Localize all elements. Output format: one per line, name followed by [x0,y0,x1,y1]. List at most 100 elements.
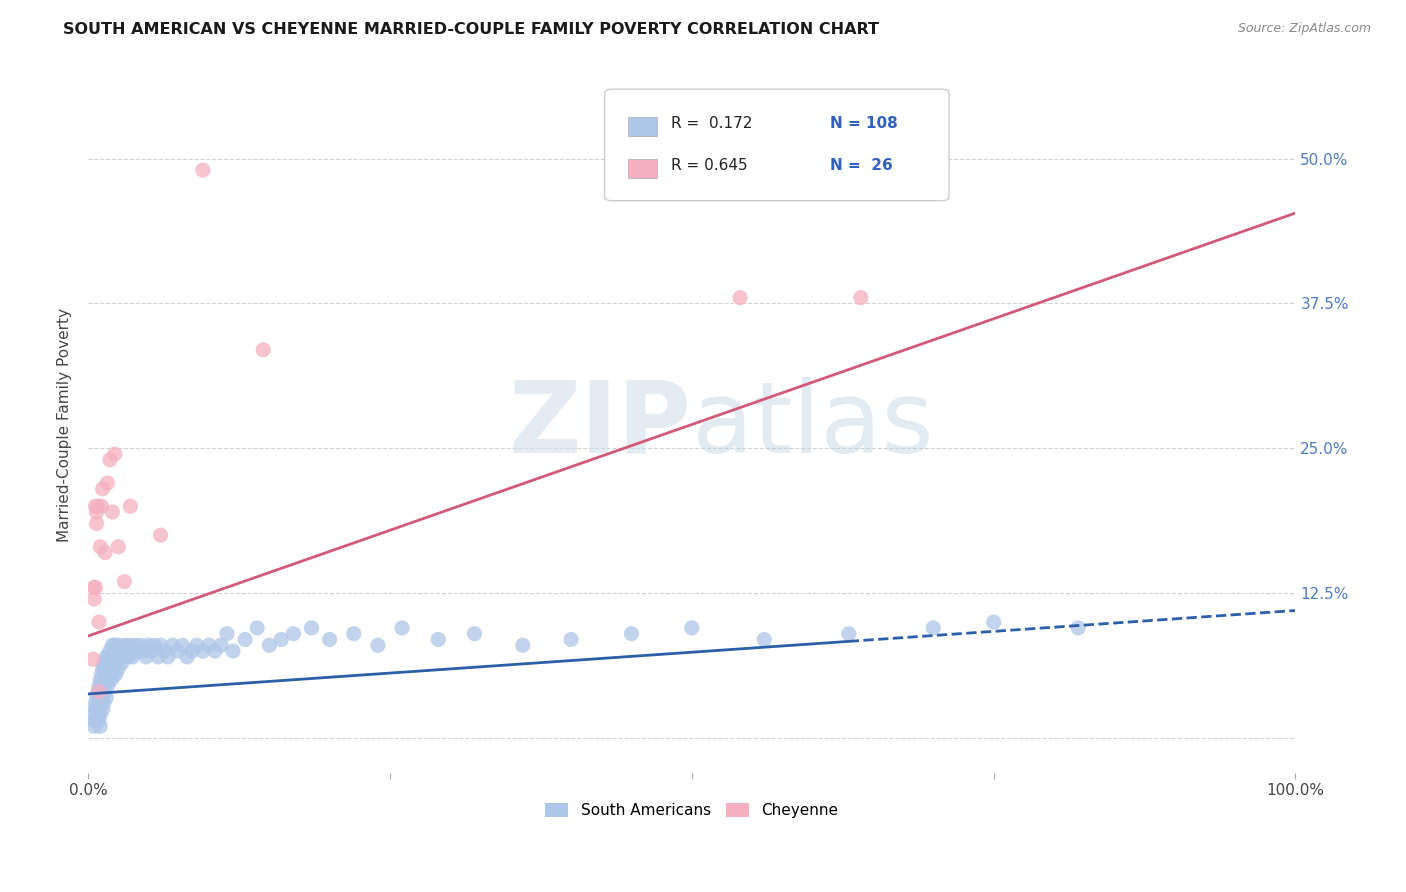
Point [90,690,112,705]
Point [728,291,751,305]
Point [104,447,127,461]
Text: N =  26: N = 26 [830,158,893,172]
Point [98,667,121,681]
Point [512,638,534,652]
Point [156,649,179,664]
Point [115,644,138,658]
Point [83,580,105,594]
Point [181,644,204,658]
Point [620,626,643,640]
Point [343,626,366,640]
Point [983,615,1005,629]
Point [463,626,485,640]
Point [270,632,292,647]
Point [149,528,172,542]
Point [89,684,111,698]
Point [87,615,110,629]
Point [87,684,110,698]
Point [86,505,108,519]
Point [103,667,125,681]
Point [135,649,157,664]
Text: SOUTH AMERICAN VS CHEYENNE MARRIED-COUPLE FAMILY POVERTY CORRELATION CHART: SOUTH AMERICAN VS CHEYENNE MARRIED-COUPL… [63,22,879,37]
Point [246,621,269,635]
Point [222,644,245,658]
Point [148,649,170,664]
Point [117,638,139,652]
Point [87,679,110,693]
Point [94,545,117,559]
Point [233,632,256,647]
Text: atlas: atlas [692,376,934,474]
Point [114,649,136,664]
Point [301,621,323,635]
Point [107,661,129,675]
Point [191,644,214,658]
Point [94,684,117,698]
Point [87,714,110,728]
Point [86,702,108,716]
Point [120,499,142,513]
Point [104,644,127,658]
Point [121,638,143,652]
Point [91,661,114,675]
Point [83,719,105,733]
Point [1067,621,1090,635]
Point [120,644,142,658]
Point [754,632,776,647]
Point [118,649,141,664]
Point [86,714,108,728]
Point [87,707,110,722]
Point [138,638,160,652]
Point [125,638,148,652]
Point [96,656,118,670]
Point [149,638,172,652]
Point [104,667,127,681]
Point [86,690,108,705]
Point [318,632,340,647]
Point [96,690,118,705]
Point [84,580,107,594]
Point [100,649,122,664]
Point [391,621,413,635]
Point [89,673,111,687]
Point [94,661,117,675]
Text: R =  0.172: R = 0.172 [671,116,752,130]
Point [110,649,132,664]
Point [104,661,127,675]
Point [83,707,105,722]
Point [111,656,134,670]
Text: ZIP: ZIP [509,376,692,474]
Point [84,696,107,710]
Point [89,719,111,733]
Point [90,499,112,513]
Point [107,638,129,652]
Point [132,644,155,658]
Point [681,621,703,635]
Point [849,291,872,305]
Point [560,632,582,647]
Point [100,673,122,687]
Point [87,684,110,698]
Point [257,638,280,652]
Point [93,696,115,710]
Point [122,644,145,658]
Text: Source: ZipAtlas.com: Source: ZipAtlas.com [1237,22,1371,36]
Point [86,516,108,531]
Point [91,482,114,496]
Point [176,649,198,664]
Point [128,644,150,658]
Point [96,476,118,491]
Point [204,644,226,658]
Point [98,644,121,658]
Point [101,661,124,675]
Point [93,656,115,670]
Point [209,638,232,652]
Point [922,621,945,635]
Point [101,638,124,652]
Point [283,626,305,640]
Point [186,638,208,652]
Point [129,638,152,652]
Point [87,499,110,513]
Text: R = 0.645: R = 0.645 [671,158,747,172]
Point [97,649,120,664]
